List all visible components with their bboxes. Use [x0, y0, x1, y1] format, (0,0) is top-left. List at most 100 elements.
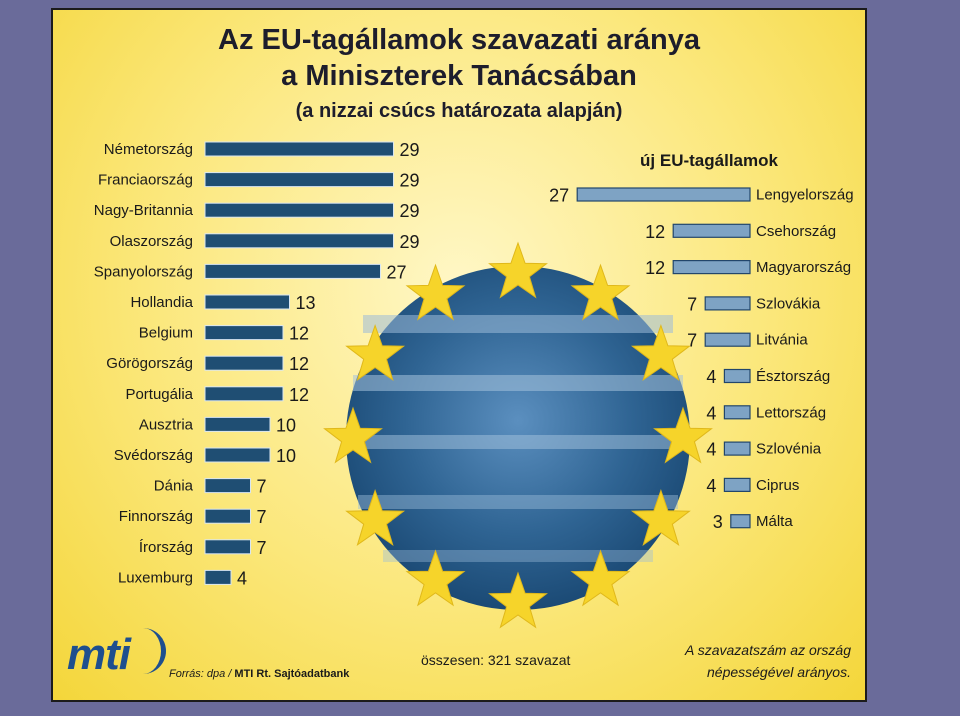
new-bar-9 [730, 514, 751, 529]
category-label: Írország [139, 539, 193, 556]
new-data-label: 27 [549, 186, 569, 206]
eu-star-ring [323, 241, 713, 629]
data-label: 13 [296, 293, 316, 313]
new-bar-8 [723, 477, 751, 492]
new-category-label: Szlovákia [756, 295, 821, 312]
eu-star-icon [570, 263, 631, 321]
category-label: Németország [104, 141, 193, 158]
new-data-label: 12 [645, 222, 665, 242]
source-credit: Forrás: dpa / MTI Rt. Sajtóadatbank [169, 668, 349, 680]
bar-14 [204, 569, 232, 585]
new-data-label: 4 [706, 367, 716, 387]
new-data-label: 3 [713, 512, 723, 532]
new-category-label: Csehország [756, 223, 836, 240]
category-label: Luxemburg [118, 569, 193, 586]
parliament-photo [346, 266, 690, 610]
data-label: 7 [257, 477, 267, 497]
new-data-label: 7 [687, 294, 697, 314]
bar-11 [204, 478, 251, 494]
bar-0 [204, 141, 394, 157]
new-category-label: Litvánia [756, 332, 808, 349]
new-bar-1 [672, 223, 751, 238]
data-label: 29 [400, 171, 420, 191]
chart-title-line2: a Miniszterek Tanácsában [281, 60, 637, 92]
infographic-poster: Németország 29 Franciaország 29 Nagy-Britann… [51, 8, 867, 702]
new-bar-0 [576, 187, 751, 202]
eu-star-icon [630, 323, 691, 382]
category-label: Portugália [125, 386, 193, 403]
data-label: 27 [387, 262, 407, 282]
data-label: 12 [289, 385, 309, 405]
new-data-label: 4 [706, 440, 716, 460]
new-data-label: 4 [706, 403, 716, 423]
bar-12 [204, 508, 251, 524]
category-label: Dánia [154, 478, 194, 495]
photo-row [363, 315, 673, 333]
new-category-label: Észtország [756, 368, 830, 385]
new-category-label: Málta [756, 513, 793, 530]
eu-star-icon [488, 571, 548, 629]
bar-7 [204, 355, 284, 371]
bar-2 [204, 202, 394, 218]
photo-row [348, 435, 688, 449]
data-label: 29 [400, 140, 420, 160]
new-category-label: Ciprus [756, 477, 799, 494]
data-label: 29 [400, 232, 420, 252]
new-bar-2 [672, 260, 751, 275]
bar-4 [204, 263, 381, 279]
new-category-label: Magyarország [756, 259, 851, 276]
photo-row [353, 375, 683, 391]
eu-star-icon [405, 549, 466, 607]
photo-row [358, 495, 678, 509]
chart-subtitle: (a nizzai csúcs határozata alapján) [295, 100, 623, 122]
new-data-label: 7 [687, 331, 697, 351]
bar-1 [204, 172, 394, 188]
mti-logo: mti [67, 630, 131, 679]
eu-star-icon [323, 406, 383, 464]
category-label: Finnország [119, 508, 193, 525]
chart-canvas: Németország 29 Franciaország 29 Nagy-Britann… [94, 140, 854, 629]
eu-star-icon [345, 323, 406, 382]
bar-3 [204, 233, 394, 249]
data-label: 7 [257, 538, 267, 558]
data-label: 29 [400, 201, 420, 221]
chart-title-line1: Az EU-tagállamok szavazati aránya [218, 24, 700, 56]
new-members-title: új EU-tagállamok [640, 151, 778, 170]
photo-row [383, 550, 653, 562]
bar-5 [204, 294, 290, 310]
eu-star-icon [653, 406, 713, 464]
new-category-label: Lettország [756, 404, 826, 421]
category-label: Belgium [139, 325, 193, 342]
data-label: 4 [237, 568, 247, 588]
category-label: Ausztria [139, 416, 194, 433]
new-category-label: Lengyelország [756, 187, 854, 204]
category-label: Nagy-Britannia [94, 202, 194, 219]
category-label: Svédország [114, 447, 193, 464]
category-label: Olaszország [110, 233, 193, 250]
new-category-label: Szlovénia [756, 441, 822, 458]
eu-star-icon [405, 263, 466, 321]
bar-13 [204, 539, 251, 555]
bar-9 [204, 416, 271, 432]
data-label: 12 [289, 324, 309, 344]
data-label: 10 [276, 446, 296, 466]
source-prefix: Forrás: dpa / [169, 668, 235, 680]
eu-star-icon [570, 549, 631, 607]
bar-8 [204, 386, 284, 402]
footnote-line1: A szavazatszám az ország [685, 642, 851, 658]
data-label: 10 [276, 415, 296, 435]
mti-logo-arc-icon [139, 628, 166, 674]
category-label: Görögország [106, 355, 193, 372]
new-data-label: 4 [706, 476, 716, 496]
footnote-line2: népességével arányos. [707, 664, 851, 680]
bar-10 [204, 447, 271, 463]
category-label: Franciaország [98, 172, 193, 189]
new-bar-4 [704, 332, 751, 347]
new-data-label: 12 [645, 258, 665, 278]
total-votes-label: összesen: 321 szavazat [421, 652, 571, 668]
eu-star-icon [488, 241, 548, 299]
data-label: 7 [257, 507, 267, 527]
new-bar-5 [723, 368, 751, 384]
category-label: Spanyolország [94, 263, 193, 280]
bar-6 [204, 325, 284, 341]
